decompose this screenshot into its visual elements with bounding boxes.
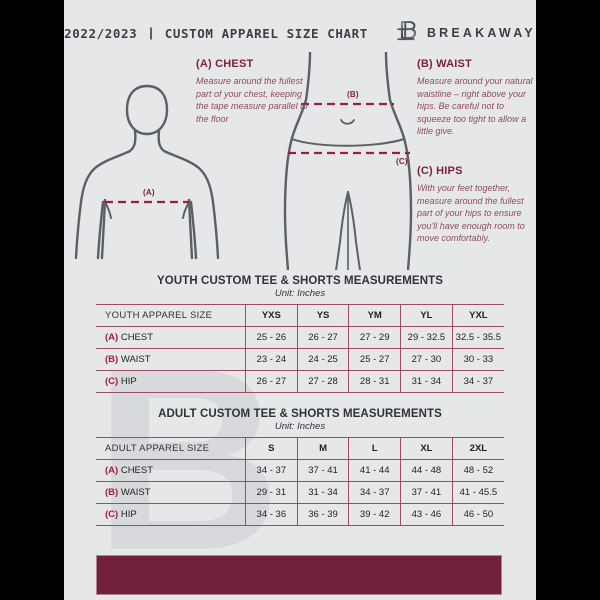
measurement-cell: 23 - 24 <box>245 348 298 371</box>
column-header: YS <box>297 304 350 327</box>
hips-description: (C) HIPS With your feet together, measur… <box>417 165 533 245</box>
waist-description: (B) WAIST Measure around your natural wa… <box>417 58 533 138</box>
size-label-header: YOUTH APPAREL SIZE <box>96 304 246 327</box>
column-header: YM <box>348 304 402 327</box>
adult-table-title: ADULT CUSTOM TEE & SHORTS MEASUREMENTS <box>158 408 442 420</box>
youth-table-body: YOUTH APPAREL SIZE YXS YS YM YL YXL (A) CHEST 2… <box>96 304 504 393</box>
measurement-cell: 29 - 31 <box>245 481 298 504</box>
measurement-cell: 24 - 25 <box>297 348 350 371</box>
breakaway-b-logo-icon <box>396 19 418 48</box>
measurement-cell: 41 - 44 <box>348 459 402 482</box>
measurement-cell: 26 - 27 <box>297 326 350 349</box>
page-header: 2022/2023 | CUSTOM APPAREL SIZE CHART <box>64 18 536 48</box>
column-header: 2XL <box>452 437 504 460</box>
table-row: (B) WAIST 23 - 24 24 - 25 25 - 27 27 - 30 30 … <box>96 348 504 371</box>
hips-body: With your feet together, measure around … <box>417 183 525 244</box>
measurement-cell: 29 - 32.5 <box>400 326 453 349</box>
column-header: L <box>348 437 402 460</box>
row-marker: (B) <box>105 487 121 498</box>
measurement-cell: 34 - 36 <box>245 503 298 526</box>
measurement-cell: 44 - 48 <box>400 459 453 482</box>
measurement-cell: 31 - 34 <box>400 370 453 393</box>
row-label: (B) WAIST <box>96 348 246 371</box>
season-label: 2022/2023 <box>64 25 138 41</box>
row-marker: (A) <box>105 465 121 476</box>
column-header: YXL <box>452 304 504 327</box>
measurement-cell: 43 - 46 <box>400 503 453 526</box>
youth-table-title: YOUTH CUSTOM TEE & SHORTS MEASUREMENTS <box>157 275 443 287</box>
measurement-cell: 25 - 27 <box>348 348 402 371</box>
row-label: (B) WAIST <box>96 481 246 504</box>
measurement-cell: 34 - 37 <box>452 370 504 393</box>
column-header: XL <box>400 437 453 460</box>
measurement-cell: 39 - 42 <box>348 503 402 526</box>
row-label: (C) HIP <box>96 503 246 526</box>
hips-marker-label: (C) <box>396 157 408 166</box>
table-header-row: ADULT APPAREL SIZE S M L XL 2XL <box>96 437 504 460</box>
row-marker: (A) <box>105 332 121 343</box>
measurement-cell: 30 - 33 <box>452 348 504 371</box>
adult-size-table: ADULT APPAREL SIZE S M L XL 2XL (A) CHEST 34 - … <box>96 437 504 526</box>
measurement-cell: 32.5 - 35.5 <box>452 326 504 349</box>
chest-body: Measure around the fullest part of your … <box>196 76 308 124</box>
chest-description: (A) CHEST Measure around the fullest par… <box>196 58 316 125</box>
measurement-cell: 31 - 34 <box>297 481 350 504</box>
row-marker: (C) <box>105 509 121 520</box>
measurement-cell: 27 - 28 <box>297 370 350 393</box>
measurement-cell: 41 - 45.5 <box>452 481 504 504</box>
measurement-cell: 26 - 27 <box>245 370 298 393</box>
measurement-cell: 37 - 41 <box>400 481 453 504</box>
measurement-diagram: (A) (B) (C) (A) CHEST Measure around the… <box>64 52 536 270</box>
adult-table-body: ADULT APPAREL SIZE S M L XL 2XL (A) CHEST 34 - … <box>96 437 504 526</box>
waist-body: Measure around your natural waistline – … <box>417 76 533 137</box>
row-label: (A) CHEST <box>96 326 246 349</box>
chest-heading: (A) CHEST <box>196 58 254 70</box>
measurement-cell: 46 - 50 <box>452 503 504 526</box>
column-header: YL <box>400 304 453 327</box>
header-separator: | <box>149 26 153 40</box>
row-marker: (C) <box>105 376 121 387</box>
table-row: (C) HIP 26 - 27 27 - 28 28 - 31 31 - 34 34 - … <box>96 370 504 393</box>
table-row: (A) CHEST 25 - 26 26 - 27 27 - 29 29 - 32.5 3… <box>96 326 504 349</box>
youth-size-table-block: YOUTH CUSTOM TEE & SHORTS MEASUREMENTS U… <box>96 275 504 393</box>
adult-size-table-block: ADULT CUSTOM TEE & SHORTS MEASUREMENTS U… <box>96 408 504 526</box>
column-header: S <box>245 437 298 460</box>
measurement-cell: 25 - 26 <box>245 326 298 349</box>
chest-marker-label: (A) <box>143 188 155 197</box>
measurement-cell: 37 - 41 <box>297 459 350 482</box>
footer-bar <box>96 555 502 595</box>
waist-marker-label: (B) <box>347 90 359 99</box>
table-row: (A) CHEST 34 - 37 37 - 41 41 - 44 44 - 48 48 … <box>96 459 504 482</box>
size-chart-page: B 2022/2023 | CUSTOM APPAREL SIZE CHART <box>64 0 536 600</box>
row-label: (C) HIP <box>96 370 246 393</box>
measurement-cell: 48 - 52 <box>452 459 504 482</box>
row-marker: (B) <box>105 354 121 365</box>
page-title: CUSTOM APPAREL SIZE CHART <box>164 25 368 41</box>
youth-size-table: YOUTH APPAREL SIZE YXS YS YM YL YXL (A) CHEST 2… <box>96 304 504 393</box>
waist-heading: (B) WAIST <box>417 58 472 70</box>
youth-table-unit: Unit: Inches <box>274 288 326 299</box>
measurement-cell: 34 - 37 <box>245 459 298 482</box>
table-row: (B) WAIST 29 - 31 31 - 34 34 - 37 37 - 41 41 … <box>96 481 504 504</box>
measurement-cell: 28 - 31 <box>348 370 402 393</box>
brand-lockup: BREAKAWAY <box>396 19 536 48</box>
column-header: M <box>297 437 350 460</box>
size-label-header: ADULT APPAREL SIZE <box>96 437 246 460</box>
brand-name: BREAKAWAY <box>426 26 536 40</box>
hips-heading: (C) HIPS <box>417 165 463 177</box>
measurement-cell: 27 - 29 <box>348 326 402 349</box>
measurement-cell: 36 - 39 <box>297 503 350 526</box>
measurement-cell: 34 - 37 <box>348 481 402 504</box>
table-header-row: YOUTH APPAREL SIZE YXS YS YM YL YXL <box>96 304 504 327</box>
table-row: (C) HIP 34 - 36 36 - 39 39 - 42 43 - 46 46 - … <box>96 503 504 526</box>
measurement-cell: 27 - 30 <box>400 348 453 371</box>
column-header: YXS <box>245 304 298 327</box>
row-label: (A) CHEST <box>96 459 246 482</box>
adult-table-unit: Unit: Inches <box>274 421 326 432</box>
